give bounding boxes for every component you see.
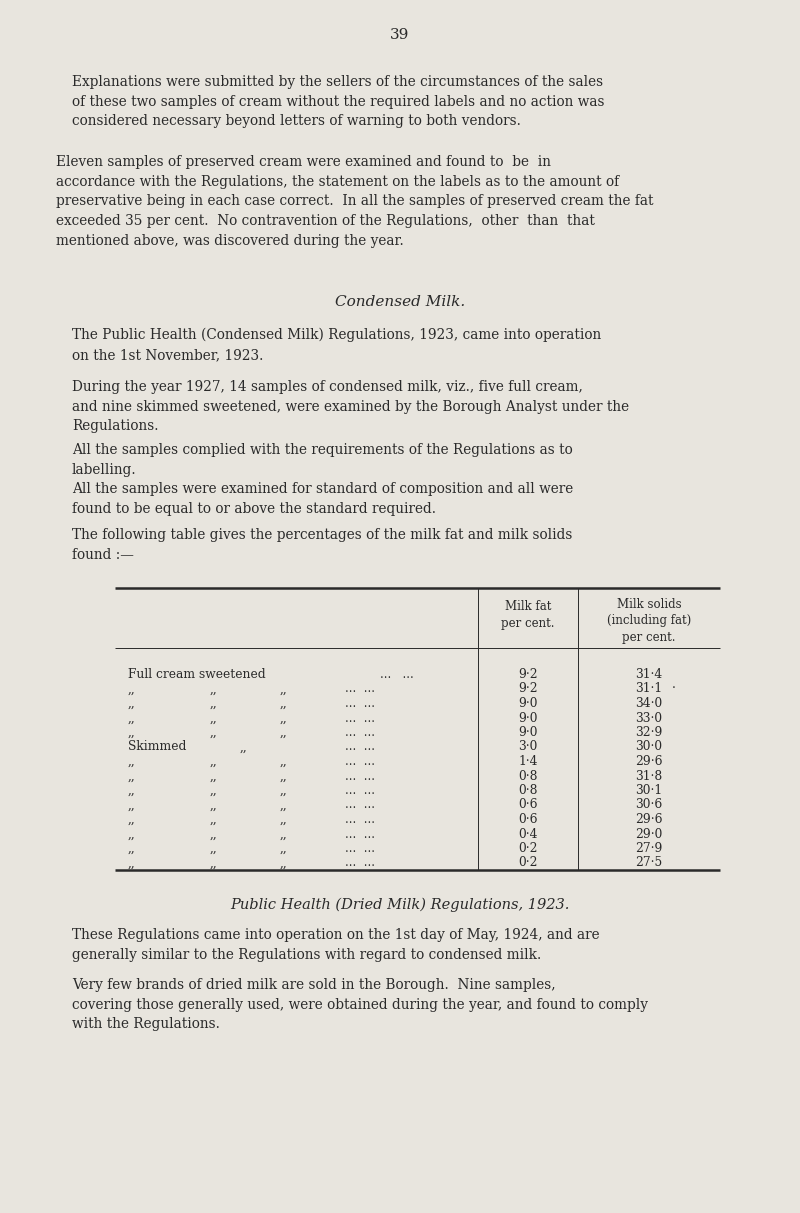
Text: Very few brands of dried milk are sold in the Borough.  Nine samples,
covering t: Very few brands of dried milk are sold i… [72, 978, 648, 1031]
Text: ...  ...: ... ... [345, 856, 375, 870]
Text: ...  ...: ... ... [345, 683, 375, 695]
Text: ,,: ,, [210, 827, 218, 841]
Text: Public Health (Dried Milk) Regulations, 1923.: Public Health (Dried Milk) Regulations, … [230, 898, 570, 912]
Text: 33·0: 33·0 [635, 712, 662, 724]
Text: ,,: ,, [128, 697, 136, 710]
Text: ,,: ,, [210, 712, 218, 724]
Text: ,,: ,, [240, 740, 248, 753]
Text: ,,: ,, [280, 769, 288, 782]
Text: ...  ...: ... ... [345, 784, 375, 797]
Text: 0·8: 0·8 [518, 784, 538, 797]
Text: ,,: ,, [280, 784, 288, 797]
Text: ,,: ,, [280, 856, 288, 870]
Text: 9·2: 9·2 [518, 683, 538, 695]
Text: 3·0: 3·0 [518, 740, 538, 753]
Text: These Regulations came into operation on the 1st day of May, 1924, and are
gener: These Regulations came into operation on… [72, 928, 600, 962]
Text: 0·6: 0·6 [518, 813, 538, 826]
Text: 32·9: 32·9 [635, 727, 662, 739]
Text: ,,: ,, [128, 683, 136, 695]
Text: ,,: ,, [210, 727, 218, 739]
Text: ,,: ,, [128, 813, 136, 826]
Text: ,,: ,, [128, 712, 136, 724]
Text: ,,: ,, [280, 842, 288, 855]
Text: ,,: ,, [210, 842, 218, 855]
Text: 0·2: 0·2 [518, 842, 538, 855]
Text: Milk fat
per cent.: Milk fat per cent. [502, 600, 554, 630]
Text: ...  ...: ... ... [345, 754, 375, 768]
Text: ,,: ,, [128, 769, 136, 782]
Text: 9·0: 9·0 [518, 697, 538, 710]
Text: ...   ...: ... ... [380, 668, 414, 680]
Text: ·: · [672, 683, 676, 695]
Text: During the year 1927, 14 samples of condensed milk, viz., five full cream,
and n: During the year 1927, 14 samples of cond… [72, 380, 629, 433]
Text: ,,: ,, [280, 754, 288, 768]
Text: ,,: ,, [128, 727, 136, 739]
Text: ,,: ,, [280, 683, 288, 695]
Text: ,,: ,, [128, 856, 136, 870]
Text: Eleven samples of preserved cream were examined and found to  be  in
accordance : Eleven samples of preserved cream were e… [56, 155, 654, 247]
Text: All the samples complied with the requirements of the Regulations as to
labellin: All the samples complied with the requir… [72, 443, 573, 477]
Text: The following table gives the percentages of the milk fat and milk solids
found : The following table gives the percentage… [72, 528, 572, 562]
Text: ,,: ,, [210, 697, 218, 710]
Text: ,,: ,, [280, 813, 288, 826]
Text: ...  ...: ... ... [345, 842, 375, 855]
Text: All the samples were examined for standard of composition and all were
found to : All the samples were examined for standa… [72, 482, 574, 516]
Text: ,,: ,, [128, 798, 136, 811]
Text: Skimmed: Skimmed [128, 740, 186, 753]
Text: 27·5: 27·5 [635, 856, 662, 870]
Text: 0·6: 0·6 [518, 798, 538, 811]
Text: ...  ...: ... ... [345, 697, 375, 710]
Text: ...  ...: ... ... [345, 798, 375, 811]
Text: The Public Health (Condensed Milk) Regulations, 1923, came into operation
on the: The Public Health (Condensed Milk) Regul… [72, 328, 602, 363]
Text: ,,: ,, [128, 784, 136, 797]
Text: ,,: ,, [128, 842, 136, 855]
Text: Milk solids
(including fat)
per cent.: Milk solids (including fat) per cent. [607, 598, 691, 644]
Text: ,,: ,, [210, 798, 218, 811]
Text: 31·4: 31·4 [635, 668, 662, 680]
Text: 0·8: 0·8 [518, 769, 538, 782]
Text: Explanations were submitted by the sellers of the circumstances of the sales
of : Explanations were submitted by the selle… [72, 75, 605, 129]
Text: ,,: ,, [128, 827, 136, 841]
Text: ...  ...: ... ... [345, 712, 375, 724]
Text: 29·6: 29·6 [635, 754, 662, 768]
Text: ,,: ,, [210, 856, 218, 870]
Text: 29·0: 29·0 [635, 827, 662, 841]
Text: ,,: ,, [280, 697, 288, 710]
Text: ,,: ,, [128, 754, 136, 768]
Text: ...  ...: ... ... [345, 740, 375, 753]
Text: ,,: ,, [280, 727, 288, 739]
Text: ,,: ,, [210, 769, 218, 782]
Text: ...  ...: ... ... [345, 769, 375, 782]
Text: 1·4: 1·4 [518, 754, 538, 768]
Text: 30·1: 30·1 [635, 784, 662, 797]
Text: ...  ...: ... ... [345, 813, 375, 826]
Text: ,,: ,, [210, 683, 218, 695]
Text: 30·6: 30·6 [635, 798, 662, 811]
Text: 0·4: 0·4 [518, 827, 538, 841]
Text: ...  ...: ... ... [345, 727, 375, 739]
Text: ,,: ,, [210, 754, 218, 768]
Text: Condensed Milk.: Condensed Milk. [335, 295, 465, 309]
Text: ,,: ,, [280, 827, 288, 841]
Text: 9·0: 9·0 [518, 727, 538, 739]
Text: 39: 39 [390, 28, 410, 42]
Text: ,,: ,, [280, 712, 288, 724]
Text: ,,: ,, [210, 813, 218, 826]
Text: 0·2: 0·2 [518, 856, 538, 870]
Text: 34·0: 34·0 [635, 697, 662, 710]
Text: ,,: ,, [210, 784, 218, 797]
Text: 9·0: 9·0 [518, 712, 538, 724]
Text: 27·9: 27·9 [635, 842, 662, 855]
Text: 29·6: 29·6 [635, 813, 662, 826]
Text: Full cream sweetened: Full cream sweetened [128, 668, 266, 680]
Text: 9·2: 9·2 [518, 668, 538, 680]
Text: 31·8: 31·8 [635, 769, 662, 782]
Text: 30·0: 30·0 [635, 740, 662, 753]
Text: ...  ...: ... ... [345, 827, 375, 841]
Text: 31·1: 31·1 [635, 683, 662, 695]
Text: ,,: ,, [280, 798, 288, 811]
